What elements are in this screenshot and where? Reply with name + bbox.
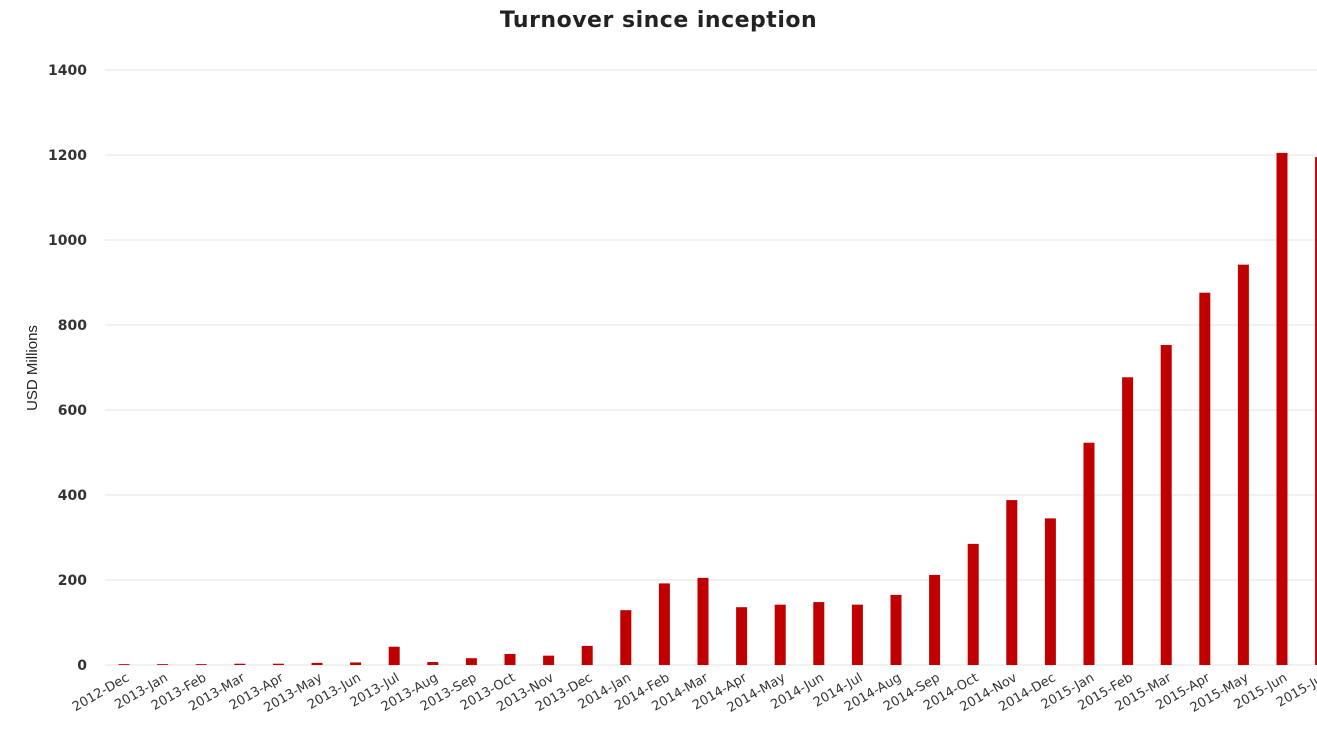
bar: [1199, 292, 1211, 665]
bar: [1006, 500, 1018, 665]
bar: [890, 594, 902, 665]
bar: [736, 607, 748, 665]
bar: [1160, 344, 1172, 665]
bar: [388, 646, 400, 665]
y-tick-label: 400: [58, 488, 87, 504]
chart-title: Turnover since inception: [499, 8, 818, 33]
y-tick-label: 200: [58, 573, 87, 589]
bar: [1276, 152, 1288, 665]
bar: [1083, 442, 1095, 665]
bar: [1237, 264, 1249, 665]
y-tick-label: 1000: [48, 233, 87, 249]
bar: [581, 645, 593, 665]
bar: [774, 604, 786, 665]
bar: [658, 583, 670, 665]
bar: [697, 577, 709, 665]
y-axis-ticks: 0 200 400 600 800 1000 1200 1400: [48, 63, 87, 674]
y-tick-label: 1200: [48, 148, 87, 164]
bar: [504, 653, 516, 665]
bar: [851, 604, 863, 665]
bar: [813, 602, 825, 665]
bar: [620, 610, 632, 665]
bar: [967, 543, 979, 665]
bar: [157, 664, 169, 665]
bar: [234, 663, 246, 665]
bar: [195, 664, 207, 665]
gridlines: [105, 69, 1317, 666]
bar: [543, 655, 555, 665]
bar: [272, 663, 284, 665]
y-tick-label: 0: [77, 658, 87, 674]
bar: [929, 574, 941, 665]
y-axis-label: USD Millions: [24, 325, 41, 411]
bar: [1044, 518, 1056, 665]
y-tick-label: 1400: [48, 63, 87, 79]
bar: [465, 658, 477, 665]
bar: [1315, 157, 1317, 665]
bar: [427, 662, 439, 665]
bars: [118, 152, 1317, 665]
bar: [118, 664, 130, 665]
y-tick-label: 600: [58, 403, 87, 419]
x-axis-ticks: 2012-Dec2013-Jan2013-Feb2013-Mar2013-Apr…: [70, 670, 1317, 716]
bar: [311, 662, 323, 665]
bar: [350, 662, 362, 665]
y-tick-label: 800: [58, 318, 87, 334]
bar: [1122, 377, 1134, 665]
